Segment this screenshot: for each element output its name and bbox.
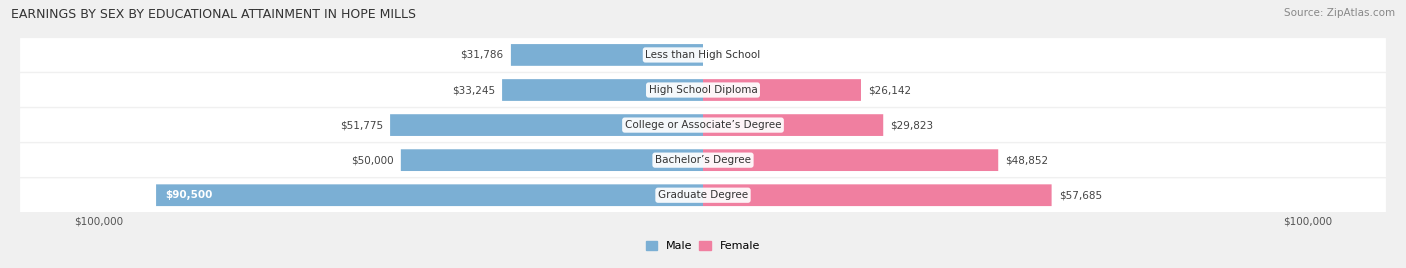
Text: High School Diploma: High School Diploma (648, 85, 758, 95)
FancyBboxPatch shape (156, 184, 703, 206)
FancyBboxPatch shape (703, 149, 998, 171)
Text: $50,000: $50,000 (352, 155, 394, 165)
Text: $29,823: $29,823 (890, 120, 934, 130)
Text: $48,852: $48,852 (1005, 155, 1049, 165)
FancyBboxPatch shape (703, 114, 883, 136)
FancyBboxPatch shape (389, 114, 703, 136)
Legend: Male, Female: Male, Female (641, 236, 765, 255)
Text: Graduate Degree: Graduate Degree (658, 190, 748, 200)
FancyBboxPatch shape (401, 149, 703, 171)
FancyBboxPatch shape (20, 178, 1386, 212)
Text: $57,685: $57,685 (1059, 190, 1102, 200)
Text: $90,500: $90,500 (165, 190, 212, 200)
Text: $100,000: $100,000 (75, 217, 124, 227)
Text: College or Associate’s Degree: College or Associate’s Degree (624, 120, 782, 130)
Text: EARNINGS BY SEX BY EDUCATIONAL ATTAINMENT IN HOPE MILLS: EARNINGS BY SEX BY EDUCATIONAL ATTAINMEN… (11, 8, 416, 21)
Text: $33,245: $33,245 (451, 85, 495, 95)
Text: $51,775: $51,775 (340, 120, 382, 130)
Text: Bachelor’s Degree: Bachelor’s Degree (655, 155, 751, 165)
FancyBboxPatch shape (703, 184, 1052, 206)
FancyBboxPatch shape (510, 44, 703, 66)
FancyBboxPatch shape (703, 79, 860, 101)
FancyBboxPatch shape (20, 108, 1386, 142)
FancyBboxPatch shape (20, 38, 1386, 72)
Text: Source: ZipAtlas.com: Source: ZipAtlas.com (1284, 8, 1395, 18)
Text: $26,142: $26,142 (869, 85, 911, 95)
Text: $31,786: $31,786 (461, 50, 503, 60)
FancyBboxPatch shape (502, 79, 703, 101)
Text: $100,000: $100,000 (1282, 217, 1331, 227)
FancyBboxPatch shape (20, 143, 1386, 177)
Text: $0: $0 (710, 50, 723, 60)
Text: Less than High School: Less than High School (645, 50, 761, 60)
FancyBboxPatch shape (20, 73, 1386, 107)
